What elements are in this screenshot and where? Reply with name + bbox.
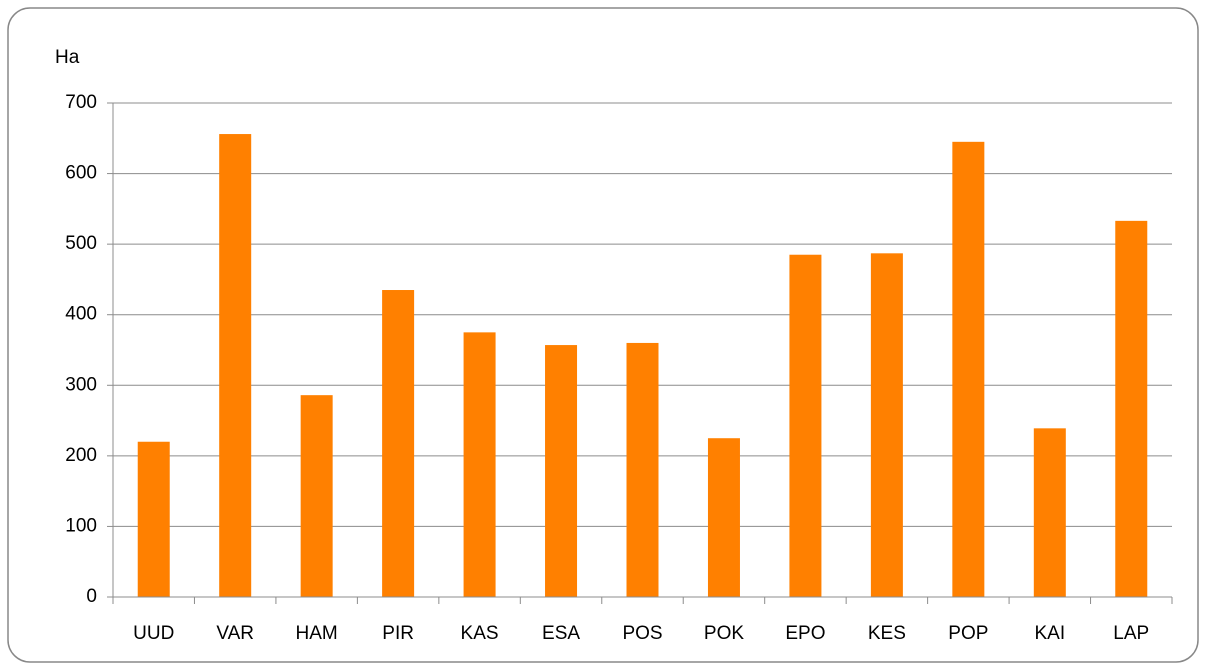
y-tick-label: 300 <box>65 374 97 395</box>
bar <box>1033 428 1066 597</box>
bar <box>137 441 170 597</box>
bar <box>789 254 822 597</box>
y-axis-label: Ha <box>55 47 80 68</box>
bar <box>626 342 659 597</box>
x-tick-label: UUD <box>133 623 174 644</box>
x-tick-label: PIR <box>382 623 414 644</box>
x-tick-label: POK <box>704 623 744 644</box>
bar <box>545 345 578 597</box>
bar <box>382 290 415 597</box>
x-tick-label: KAI <box>1034 623 1065 644</box>
y-tick-label: 100 <box>65 515 97 536</box>
x-tick-label: VAR <box>216 623 254 644</box>
y-tick-label: 400 <box>65 304 97 325</box>
x-tick-label: LAP <box>1113 623 1149 644</box>
x-tick-label: KAS <box>461 623 499 644</box>
x-tick-label: HAM <box>296 623 338 644</box>
bar <box>707 438 740 597</box>
y-tick-label: 600 <box>65 163 97 184</box>
bar <box>219 134 252 597</box>
bar <box>870 253 903 597</box>
x-tick-label: EPO <box>785 623 825 644</box>
chart-frame <box>7 7 1199 663</box>
y-tick-label: 500 <box>65 233 97 254</box>
bar <box>300 395 333 597</box>
x-tick-label: POP <box>948 623 988 644</box>
bar <box>1115 220 1148 597</box>
y-tick-label: 200 <box>65 445 97 466</box>
x-tick-label: ESA <box>542 623 580 644</box>
y-tick-label: 700 <box>65 92 97 113</box>
y-tick-label: 0 <box>86 586 97 607</box>
x-tick-label: POS <box>622 623 662 644</box>
x-tick-label: KES <box>868 623 906 644</box>
bar <box>463 332 496 597</box>
bar <box>952 141 985 598</box>
